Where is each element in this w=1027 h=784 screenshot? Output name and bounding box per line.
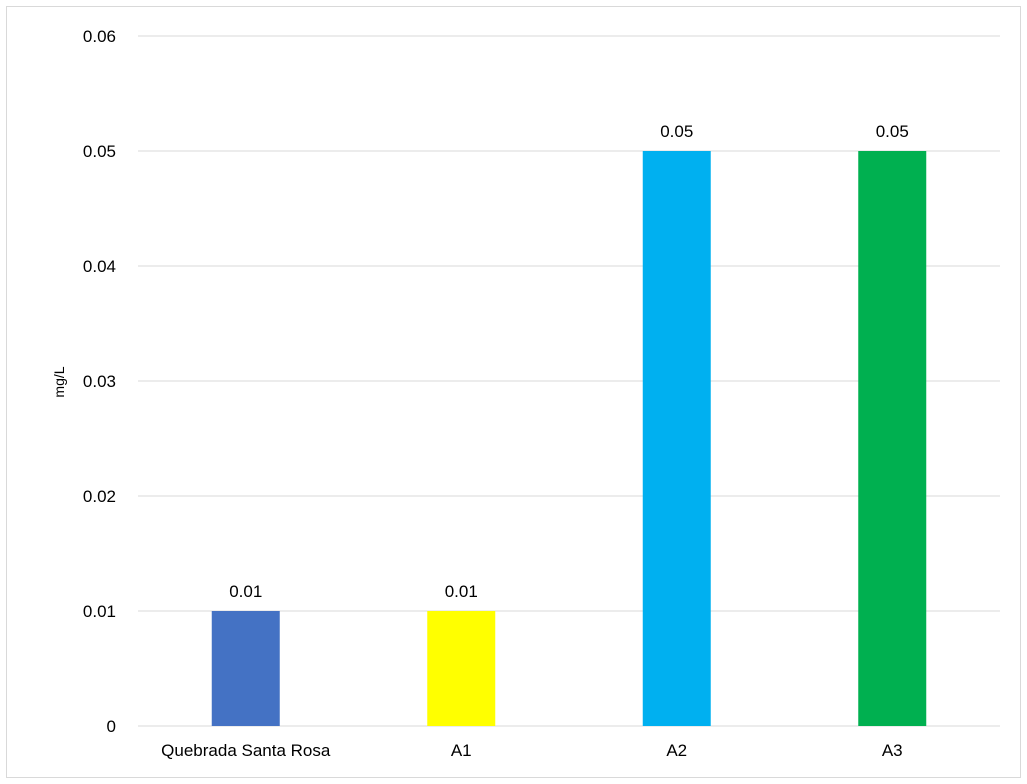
bars	[211, 151, 927, 726]
y-tick-label: 0.01	[83, 602, 116, 621]
y-tick-label: 0.02	[83, 487, 116, 506]
y-axis-title: mg/L	[51, 366, 67, 397]
bar	[642, 151, 711, 726]
data-label: 0.01	[229, 582, 262, 601]
data-label: 0.01	[445, 582, 478, 601]
chart-frame	[6, 6, 1021, 778]
gridlines	[138, 35, 1000, 727]
data-label: 0.05	[660, 122, 693, 141]
bar	[211, 611, 280, 726]
y-tick-label: 0	[107, 717, 116, 736]
y-tick-label: 0.06	[83, 27, 116, 46]
bar	[427, 611, 496, 726]
bar	[858, 151, 927, 726]
data-labels: 0.01 0.01 0.05 0.05	[229, 122, 909, 601]
y-axis-ticks: 0 0.01 0.02 0.03 0.04 0.05 0.06	[83, 27, 116, 736]
x-tick-label: A1	[451, 741, 472, 760]
x-tick-label: A3	[882, 741, 903, 760]
y-tick-label: 0.05	[83, 142, 116, 161]
x-tick-label: A2	[666, 741, 687, 760]
x-axis-ticks: Quebrada Santa Rosa A1 A2 A3	[161, 741, 902, 760]
y-tick-label: 0.04	[83, 257, 116, 276]
x-tick-label: Quebrada Santa Rosa	[161, 741, 331, 760]
y-tick-label: 0.03	[83, 372, 116, 391]
data-label: 0.05	[876, 122, 909, 141]
